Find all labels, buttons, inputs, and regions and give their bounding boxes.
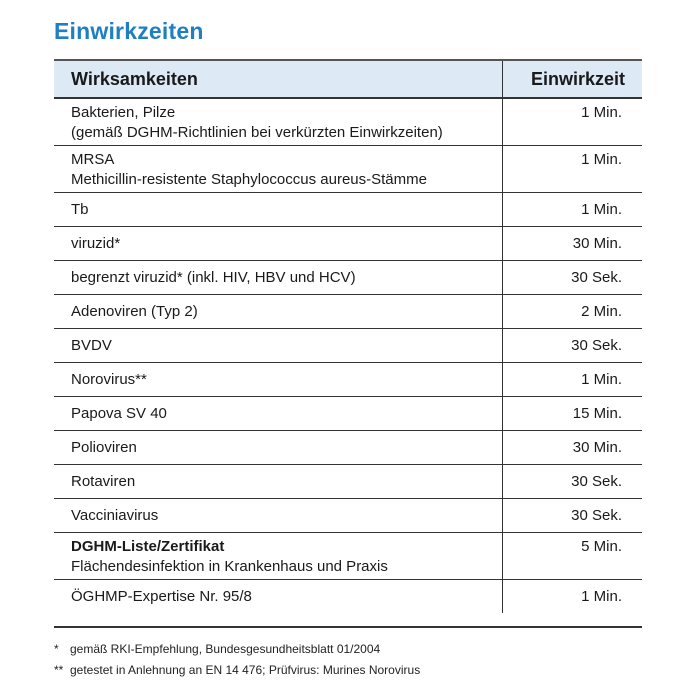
footnote-divider [54, 626, 642, 628]
row-time: 30 Sek. [571, 269, 622, 286]
row-label: begrenzt viruzid* (inkl. HIV, HBV und HC… [54, 261, 503, 294]
table-row: ÖGHMP-Expertise Nr. 95/8 1 Min. [54, 580, 642, 613]
table-row: Papova SV 40 15 Min. [54, 397, 642, 431]
row-label: Vacciniavirus [54, 499, 503, 532]
footnote-marker: ** [54, 663, 64, 677]
row-time: 1 Min. [581, 151, 622, 168]
table-row: Adenoviren (Typ 2) 2 Min. [54, 295, 642, 329]
footnote-text: getestet in Anlehnung an EN 14 476; Prüf… [70, 663, 421, 677]
table-row: BVDV 30 Sek. [54, 329, 642, 363]
row-label-line1: Bakterien, Pilze [71, 104, 176, 121]
table-row: Tb 1 Min. [54, 193, 642, 227]
row-time: 5 Min. [581, 538, 622, 555]
row-label-line1: DGHM-Liste/Zertifikat [71, 538, 225, 555]
row-label: Papova SV 40 [54, 397, 503, 430]
row-time: 1 Min. [581, 588, 622, 605]
footnote-text: gemäß RKI-Empfehlung, Bundesgesundheitsb… [70, 642, 381, 656]
row-label-line2: Methicillin-resistente Staphylococcus au… [71, 171, 427, 188]
row-label: Adenoviren (Typ 2) [54, 295, 503, 328]
table-row: begrenzt viruzid* (inkl. HIV, HBV und HC… [54, 261, 642, 295]
row-label: ÖGHMP-Expertise Nr. 95/8 [54, 580, 503, 613]
row-time: 2 Min. [581, 303, 622, 320]
header-wirksamkeiten: Wirksamkeiten [54, 61, 503, 97]
table-row: Polioviren 30 Min. [54, 431, 642, 465]
row-label: viruzid* [54, 227, 503, 260]
row-label-line2: Flächendesinfektion in Krankenhaus und P… [71, 558, 388, 575]
row-time: 30 Min. [572, 235, 622, 252]
row-label: DGHM-Liste/Zertifikat Flächendesinfektio… [54, 533, 503, 579]
table-row: DGHM-Liste/Zertifikat Flächendesinfektio… [54, 533, 642, 580]
footnotes: * gemäß RKI-Empfehlung, Bundesgesundheit… [54, 639, 420, 681]
row-time: 30 Sek. [571, 507, 622, 524]
page-title: Einwirkzeiten [54, 18, 204, 44]
footnote-marker: * [54, 642, 59, 656]
row-label: BVDV [54, 329, 503, 362]
exposure-times-table: Wirksamkeiten Einwirkzeit Bakterien, Pil… [54, 59, 642, 613]
table-row: Bakterien, Pilze (gemäß DGHM-Richtlinien… [54, 99, 642, 146]
table-row: Norovirus** 1 Min. [54, 363, 642, 397]
row-label: Bakterien, Pilze (gemäß DGHM-Richtlinien… [54, 99, 503, 145]
row-label-line2: (gemäß DGHM-Richtlinien bei verkürzten E… [71, 124, 443, 141]
row-time: 1 Min. [581, 104, 622, 121]
row-time: 1 Min. [581, 201, 622, 218]
row-time: 15 Min. [572, 405, 622, 422]
row-label: MRSA Methicillin-resistente Staphylococc… [54, 146, 503, 192]
header-einwirkzeit: Einwirkzeit [530, 69, 625, 89]
row-label: Tb [54, 193, 503, 226]
row-label-line1: MRSA [71, 151, 115, 168]
table-row: viruzid* 30 Min. [54, 227, 642, 261]
row-label: Rotaviren [54, 465, 503, 498]
table-header: Wirksamkeiten Einwirkzeit [54, 59, 642, 99]
row-time: 30 Sek. [571, 337, 622, 354]
table-row: MRSA Methicillin-resistente Staphylococc… [54, 146, 642, 193]
table-row: Rotaviren 30 Sek. [54, 465, 642, 499]
row-time: 30 Min. [572, 439, 622, 456]
table-row: Vacciniavirus 30 Sek. [54, 499, 642, 533]
row-time: 30 Sek. [571, 473, 622, 490]
row-time: 1 Min. [581, 371, 622, 388]
row-label: Norovirus** [54, 363, 503, 396]
row-label: Polioviren [54, 431, 503, 464]
footnote: * gemäß RKI-Empfehlung, Bundesgesundheit… [54, 639, 420, 660]
footnote: ** getestet in Anlehnung an EN 14 476; P… [54, 660, 420, 681]
